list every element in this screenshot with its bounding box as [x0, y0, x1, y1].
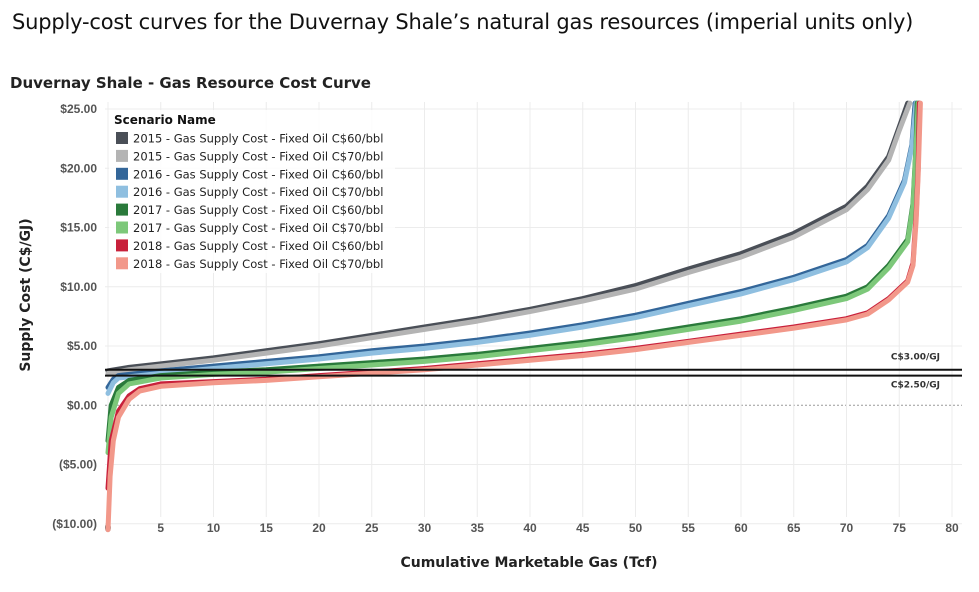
- x-axis-label: Cumulative Marketable Gas (Tcf): [400, 555, 657, 571]
- legend-swatch: [116, 239, 128, 252]
- series-line-4: [105, 100, 919, 396]
- reference-line-label: C$2.50/GJ: [891, 381, 940, 391]
- legend-background: [109, 110, 395, 273]
- legend-swatch: [116, 185, 128, 198]
- legend-entry: 2017 - Gas Supply Cost - Fixed Oil C$60/…: [133, 203, 383, 217]
- series-line-6: [105, 100, 921, 456]
- x-tick-label: 45: [576, 521, 590, 535]
- x-tick-label: 70: [840, 521, 854, 535]
- legend-entry: 2017 - Gas Supply Cost - Fixed Oil C$70/…: [133, 221, 383, 235]
- legend-entry: 2018 - Gas Supply Cost - Fixed Oil C$60/…: [133, 239, 383, 253]
- y-tick-label: $15.00: [60, 221, 97, 235]
- y-tick-label: ($10.00): [52, 517, 97, 531]
- y-axis-ticks: $25.00 $20.00 $15.00 $10.00 $5.00 $0.00 ($5.00…: [52, 102, 97, 531]
- legend-title: Scenario Name: [114, 113, 216, 127]
- x-tick-label: 20: [312, 521, 326, 535]
- series-line-8: [105, 100, 923, 533]
- page-title: Supply-cost curves for the Duvernay Shal…: [12, 10, 914, 34]
- legend-swatch: [116, 167, 128, 180]
- y-tick-label: $10.00: [60, 280, 97, 294]
- legend-swatch: [116, 221, 128, 234]
- x-tick-label: 80: [945, 521, 959, 535]
- x-tick-label: 55: [682, 521, 696, 535]
- x-tick-label: 10: [207, 521, 221, 535]
- x-tick-label: 75: [893, 521, 907, 535]
- legend: Scenario Name 2015 - Gas Supply Cost - Fi…: [109, 110, 395, 273]
- x-tick-label: 65: [787, 521, 801, 535]
- legend-entry: 2015 - Gas Supply Cost - Fixed Oil C$60/…: [133, 132, 383, 146]
- x-tick-label: 50: [629, 521, 643, 535]
- x-tick-label: 15: [260, 521, 274, 535]
- x-tick-label: 5: [157, 521, 164, 535]
- reference-lines: C$3.00/GJ C$2.50/GJ: [105, 353, 962, 391]
- x-tick-label: 60: [734, 521, 748, 535]
- chart-title: Duvernay Shale - Gas Resource Cost Curve: [10, 74, 371, 92]
- x-axis-ticks: 0 5 10 15 20 25 30 35 40 45 50 55 60 65 70 75 80: [105, 521, 959, 535]
- legend-swatch: [116, 149, 128, 162]
- x-tick-label: 25: [365, 521, 379, 535]
- y-tick-label: $5.00: [67, 339, 97, 353]
- x-tick-label: 30: [418, 521, 432, 535]
- x-tick-label: 35: [471, 521, 485, 535]
- reference-line-label: C$3.00/GJ: [891, 353, 940, 363]
- y-tick-label: ($5.00): [59, 458, 97, 472]
- legend-entry: 2016 - Gas Supply Cost - Fixed Oil C$70/…: [133, 185, 383, 199]
- y-tick-label: $20.00: [60, 161, 97, 175]
- legend-swatch: [116, 132, 128, 144]
- legend-swatch: [116, 203, 128, 216]
- y-axis-label: Supply Cost (C$/GJ): [18, 218, 34, 371]
- legend-entry: 2016 - Gas Supply Cost - Fixed Oil C$60/…: [133, 167, 383, 181]
- series-line-2: [105, 100, 913, 376]
- x-tick-label: 40: [523, 521, 537, 535]
- legend-entry: 2015 - Gas Supply Cost - Fixed Oil C$70/…: [133, 149, 383, 163]
- legend-swatch: [116, 257, 128, 270]
- legend-entry: 2018 - Gas Supply Cost - Fixed Oil C$70/…: [133, 257, 383, 271]
- y-tick-label: $0.00: [67, 398, 97, 412]
- grid-lines: [105, 102, 962, 525]
- y-tick-label: $25.00: [60, 102, 97, 116]
